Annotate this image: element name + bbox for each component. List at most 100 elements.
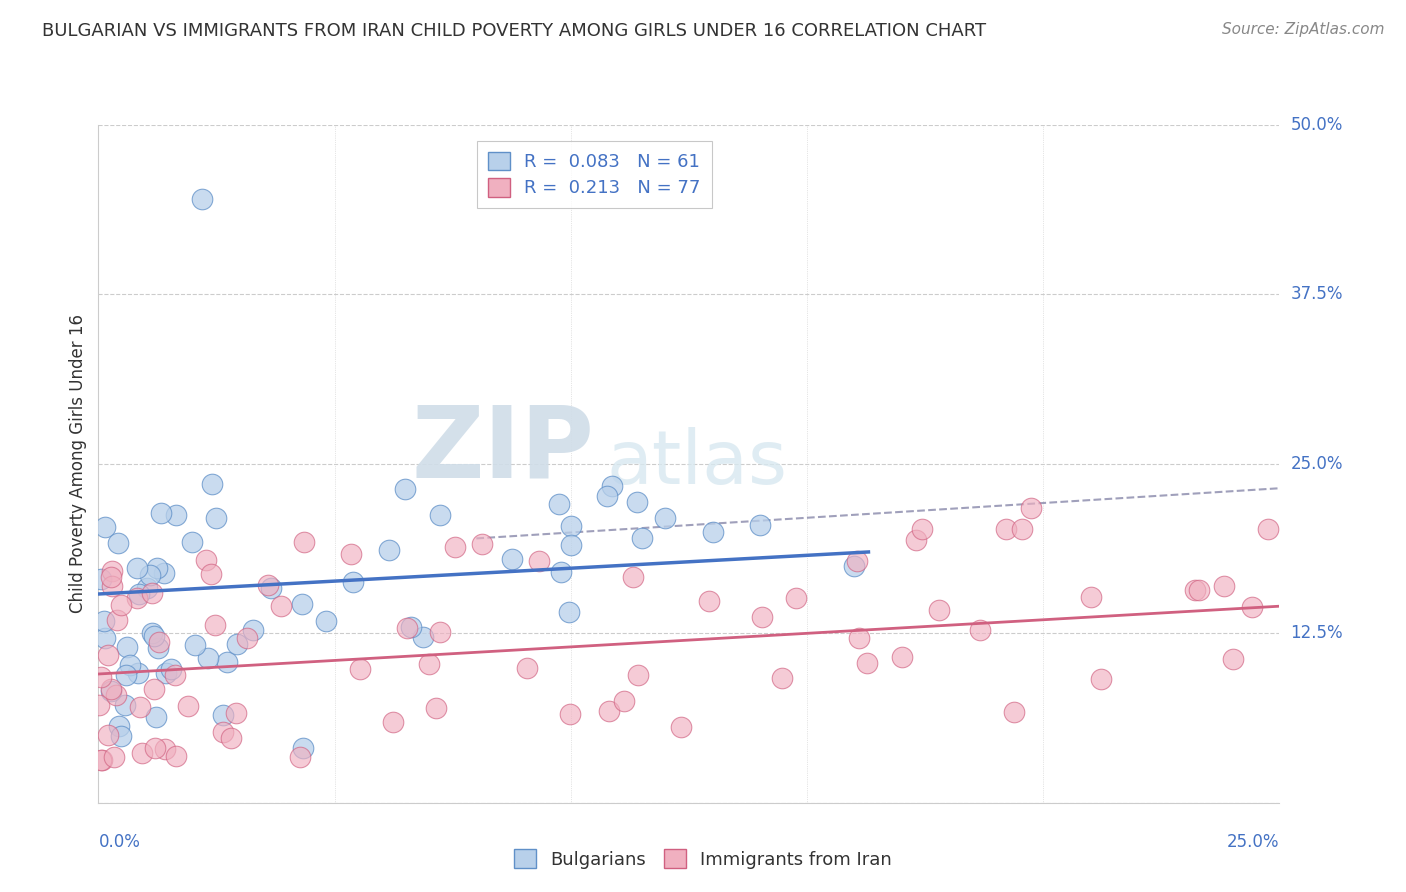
- Point: [443, 540, 465, 554]
- Point: [395, 622, 418, 636]
- Point: [399, 620, 422, 634]
- Point: [1240, 599, 1263, 614]
- Point: [195, 553, 218, 567]
- Point: [105, 688, 128, 702]
- Point: [429, 625, 451, 640]
- Point: [1090, 672, 1112, 686]
- Point: [429, 508, 451, 522]
- Point: [97, 728, 120, 742]
- Point: [260, 581, 283, 595]
- Text: 25.0%: 25.0%: [1291, 455, 1343, 473]
- Point: [181, 534, 204, 549]
- Point: [890, 650, 912, 665]
- Point: [560, 538, 582, 552]
- Point: [627, 668, 650, 682]
- Point: [626, 495, 648, 509]
- Point: [928, 603, 950, 617]
- Point: [1184, 582, 1206, 597]
- Point: [131, 746, 153, 760]
- Text: atlas: atlas: [606, 427, 787, 500]
- Point: [969, 623, 991, 637]
- Point: [110, 599, 132, 613]
- Point: [598, 704, 620, 718]
- Point: [93, 614, 115, 628]
- Point: [91, 754, 114, 768]
- Point: [204, 618, 226, 632]
- Point: [90, 572, 112, 586]
- Point: [846, 554, 869, 568]
- Point: [114, 698, 136, 712]
- Point: [381, 714, 404, 729]
- Point: [142, 681, 165, 696]
- Text: BULGARIAN VS IMMIGRANTS FROM IRAN CHILD POVERTY AMONG GIRLS UNDER 16 CORRELATION: BULGARIAN VS IMMIGRANTS FROM IRAN CHILD …: [42, 22, 986, 40]
- Point: [1019, 500, 1042, 515]
- Point: [412, 630, 434, 644]
- Point: [1188, 583, 1211, 598]
- Point: [995, 522, 1018, 536]
- Point: [141, 626, 163, 640]
- Point: [394, 482, 416, 496]
- Point: [349, 662, 371, 676]
- Point: [105, 614, 128, 628]
- Point: [143, 740, 166, 755]
- Point: [125, 591, 148, 605]
- Point: [904, 533, 927, 547]
- Point: [94, 631, 117, 645]
- Point: [100, 684, 122, 698]
- Point: [103, 750, 125, 764]
- Point: [844, 558, 866, 573]
- Legend: R =  0.083   N = 61, R =  0.213   N = 77: R = 0.083 N = 61, R = 0.213 N = 77: [478, 141, 711, 208]
- Point: [848, 631, 870, 645]
- Point: [291, 597, 314, 611]
- Point: [697, 594, 720, 608]
- Point: [600, 479, 623, 493]
- Point: [1222, 652, 1244, 666]
- Point: [425, 701, 447, 715]
- Point: [115, 668, 138, 682]
- Point: [630, 532, 652, 546]
- Point: [127, 560, 149, 574]
- Point: [146, 560, 169, 574]
- Point: [751, 609, 773, 624]
- Point: [418, 657, 440, 672]
- Point: [1080, 590, 1102, 604]
- Text: Source: ZipAtlas.com: Source: ZipAtlas.com: [1222, 22, 1385, 37]
- Point: [548, 497, 571, 511]
- Text: 37.5%: 37.5%: [1291, 285, 1343, 303]
- Point: [785, 591, 807, 605]
- Point: [127, 666, 149, 681]
- Point: [292, 535, 315, 549]
- Point: [212, 724, 235, 739]
- Point: [613, 694, 636, 708]
- Point: [128, 699, 150, 714]
- Point: [770, 671, 793, 685]
- Point: [621, 570, 644, 584]
- Point: [748, 517, 770, 532]
- Text: 50.0%: 50.0%: [1291, 116, 1343, 134]
- Point: [501, 552, 523, 566]
- Point: [315, 614, 337, 628]
- Point: [217, 656, 239, 670]
- Point: [654, 511, 676, 525]
- Text: ZIP: ZIP: [412, 401, 595, 499]
- Point: [97, 648, 120, 663]
- Point: [702, 524, 724, 539]
- Point: [90, 670, 112, 684]
- Point: [225, 638, 247, 652]
- Point: [471, 537, 494, 551]
- Point: [145, 709, 167, 723]
- Point: [550, 566, 572, 580]
- Point: [205, 511, 228, 525]
- Point: [100, 570, 122, 584]
- Point: [153, 566, 176, 580]
- Point: [560, 519, 582, 533]
- Point: [911, 522, 934, 536]
- Point: [100, 579, 122, 593]
- Point: [212, 708, 235, 723]
- Text: 25.0%: 25.0%: [1227, 833, 1279, 851]
- Point: [100, 681, 122, 696]
- Point: [166, 508, 188, 523]
- Point: [527, 554, 550, 568]
- Text: 0.0%: 0.0%: [98, 833, 141, 851]
- Point: [270, 599, 292, 613]
